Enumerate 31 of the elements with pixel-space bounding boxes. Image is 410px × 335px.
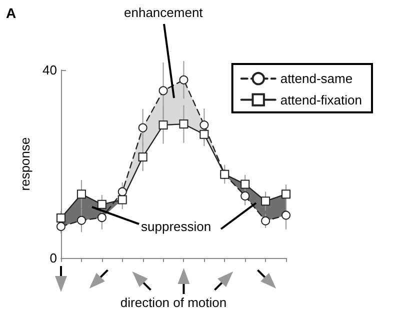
point bbox=[261, 196, 270, 206]
point bbox=[240, 180, 250, 189]
point bbox=[97, 200, 106, 209]
point bbox=[97, 213, 106, 222]
point bbox=[179, 75, 188, 84]
legend-label: attend-fixation bbox=[280, 92, 362, 108]
point bbox=[138, 123, 148, 132]
point bbox=[76, 190, 86, 199]
point bbox=[240, 191, 250, 200]
text: enhancement bbox=[124, 5, 204, 20]
annotation: suppression bbox=[141, 219, 212, 234]
point bbox=[56, 214, 66, 223]
point bbox=[282, 210, 290, 220]
point bbox=[200, 130, 209, 139]
point bbox=[118, 195, 127, 204]
point bbox=[118, 187, 127, 196]
y-tick-label: 40 bbox=[42, 62, 57, 78]
point bbox=[158, 120, 168, 130]
point bbox=[56, 222, 66, 232]
point bbox=[158, 86, 168, 96]
legend-label: attend-same bbox=[280, 71, 353, 86]
x-axis-title: direction of motion bbox=[120, 295, 227, 310]
point bbox=[179, 120, 188, 129]
y-tick-label: 0 bbox=[50, 250, 57, 266]
point bbox=[138, 152, 148, 162]
y-axis-title: response bbox=[18, 137, 33, 191]
point bbox=[200, 120, 209, 130]
point bbox=[76, 216, 86, 225]
chart-title: A bbox=[6, 5, 16, 21]
point bbox=[282, 190, 290, 199]
point bbox=[261, 216, 270, 226]
